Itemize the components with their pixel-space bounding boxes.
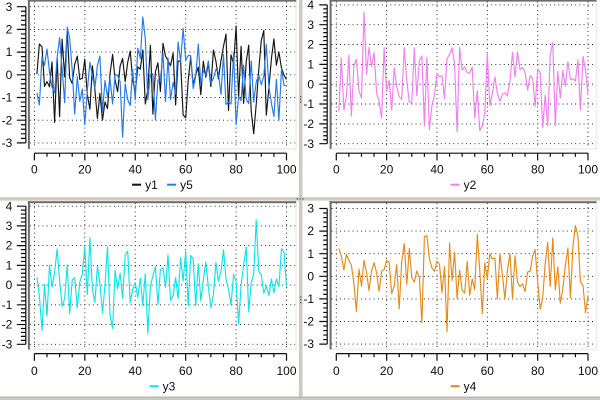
svg-text:80: 80 (229, 364, 243, 378)
svg-text:y5: y5 (180, 178, 193, 192)
svg-text:80: 80 (531, 163, 545, 177)
svg-text:20: 20 (78, 364, 92, 378)
svg-text:40: 40 (129, 163, 143, 177)
svg-text:-1: -1 (303, 97, 314, 111)
svg-text:0: 0 (6, 68, 13, 82)
svg-text:20: 20 (78, 163, 92, 177)
svg-text:3: 3 (6, 0, 13, 14)
svg-text:2: 2 (307, 38, 314, 52)
svg-text:20: 20 (380, 163, 394, 177)
svg-text:-3: -3 (2, 136, 13, 150)
svg-text:60: 60 (179, 364, 193, 378)
svg-text:40: 40 (129, 364, 143, 378)
svg-text:3: 3 (307, 18, 314, 32)
svg-text:y2: y2 (464, 178, 477, 192)
svg-text:-3: -3 (303, 337, 314, 351)
svg-text:20: 20 (380, 364, 394, 378)
svg-text:1: 1 (6, 45, 13, 59)
svg-text:0: 0 (333, 163, 340, 177)
svg-text:-2: -2 (2, 113, 13, 127)
svg-text:1: 1 (307, 58, 314, 72)
svg-text:-2: -2 (2, 318, 13, 332)
svg-text:-1: -1 (2, 298, 13, 312)
svg-text:4: 4 (307, 0, 314, 12)
svg-text:2: 2 (307, 224, 314, 238)
svg-text:60: 60 (179, 163, 193, 177)
svg-text:-3: -3 (303, 137, 314, 151)
svg-text:y3: y3 (163, 379, 176, 393)
svg-text:40: 40 (430, 364, 444, 378)
svg-text:-2: -2 (303, 315, 314, 329)
svg-text:100: 100 (578, 163, 598, 177)
svg-text:-3: -3 (2, 337, 13, 351)
svg-text:0: 0 (31, 163, 38, 177)
svg-text:2: 2 (6, 23, 13, 37)
svg-text:80: 80 (531, 364, 545, 378)
svg-text:-1: -1 (2, 91, 13, 105)
svg-text:y1: y1 (145, 178, 158, 192)
svg-text:40: 40 (430, 163, 444, 177)
svg-text:1: 1 (6, 259, 13, 273)
svg-text:1: 1 (307, 247, 314, 261)
svg-text:60: 60 (481, 364, 495, 378)
svg-text:80: 80 (229, 163, 243, 177)
svg-text:100: 100 (276, 163, 296, 177)
svg-text:2: 2 (6, 239, 13, 253)
svg-text:100: 100 (578, 364, 598, 378)
svg-text:3: 3 (6, 219, 13, 233)
svg-text:60: 60 (481, 163, 495, 177)
svg-text:100: 100 (276, 364, 296, 378)
svg-text:3: 3 (307, 202, 314, 216)
svg-text:0: 0 (31, 364, 38, 378)
svg-text:-2: -2 (303, 117, 314, 131)
svg-text:0: 0 (307, 269, 314, 283)
svg-text:-1: -1 (303, 292, 314, 306)
svg-text:4: 4 (6, 199, 13, 213)
svg-text:0: 0 (6, 278, 13, 292)
svg-text:0: 0 (307, 77, 314, 91)
svg-text:y4: y4 (464, 379, 477, 393)
svg-text:0: 0 (333, 364, 340, 378)
